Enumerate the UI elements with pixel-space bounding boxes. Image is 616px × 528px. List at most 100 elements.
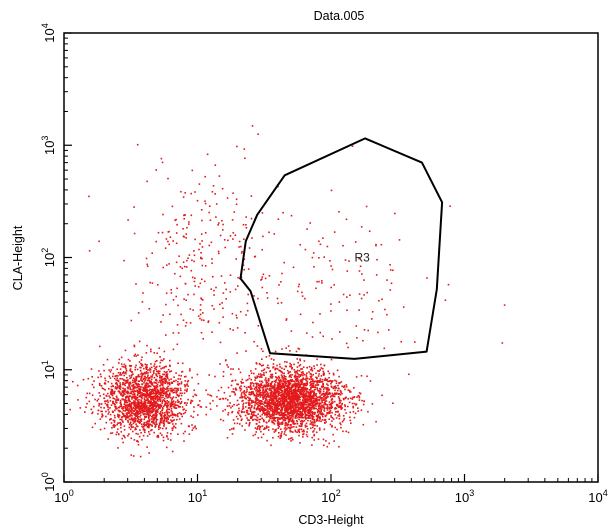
data-point: [189, 368, 191, 370]
data-point: [177, 362, 179, 364]
data-point: [114, 416, 116, 419]
data-point: [134, 403, 137, 406]
data-point: [295, 392, 297, 395]
data-point: [177, 381, 179, 383]
data-point: [91, 383, 94, 386]
data-point: [341, 392, 343, 395]
data-point: [161, 389, 164, 391]
data-point: [117, 375, 119, 377]
data-point: [223, 239, 226, 241]
data-point: [122, 413, 124, 415]
data-point: [281, 348, 283, 350]
data-point: [107, 392, 109, 395]
data-point: [246, 388, 248, 391]
gate-outline[interactable]: [239, 137, 444, 360]
data-point: [274, 397, 277, 400]
data-point: [301, 395, 303, 398]
data-point: [317, 396, 320, 399]
data-point: [156, 410, 159, 412]
data-point: [244, 406, 247, 408]
data-point: [118, 414, 121, 417]
data-point: [281, 395, 283, 398]
data-point: [258, 428, 261, 431]
data-point: [314, 397, 317, 400]
data-point: [153, 389, 156, 392]
data-point: [118, 406, 120, 409]
data-point: [313, 428, 316, 430]
data-point: [252, 400, 255, 402]
data-point: [267, 380, 270, 382]
data-point: [114, 377, 116, 380]
data-point: [287, 403, 289, 406]
data-point: [268, 419, 271, 421]
data-point: [170, 292, 173, 294]
data-point: [118, 386, 121, 388]
data-point: [176, 414, 179, 416]
data-point: [269, 392, 272, 394]
data-point: [188, 254, 191, 256]
data-point: [285, 318, 288, 320]
data-point: [327, 387, 329, 389]
data-point: [295, 410, 298, 412]
data-point: [306, 377, 309, 380]
data-point: [243, 393, 245, 395]
data-point: [121, 418, 123, 421]
data-point: [313, 392, 316, 394]
data-point: [135, 417, 137, 420]
data-point: [277, 389, 279, 391]
data-point: [162, 390, 164, 393]
data-point: [119, 386, 122, 388]
data-point: [282, 380, 285, 382]
data-point: [204, 232, 207, 234]
data-point: [283, 431, 286, 433]
data-point: [124, 366, 127, 369]
data-point: [134, 406, 137, 409]
data-point: [315, 407, 318, 410]
data-point: [129, 415, 131, 417]
data-point: [299, 398, 301, 401]
data-point: [154, 412, 157, 414]
data-point: [191, 424, 193, 426]
data-point: [262, 396, 264, 398]
data-point: [239, 389, 242, 392]
data-point: [255, 408, 258, 410]
data-point: [304, 415, 307, 418]
data-point: [288, 386, 291, 389]
data-point: [135, 415, 138, 418]
data-point: [88, 392, 91, 395]
data-point: [320, 411, 322, 413]
data-point: [122, 398, 125, 401]
data-point: [124, 415, 126, 418]
data-point: [131, 409, 134, 411]
data-point: [331, 386, 333, 388]
data-point: [317, 370, 319, 372]
data-point: [257, 391, 260, 393]
data-point: [86, 392, 88, 395]
data-point: [167, 240, 169, 243]
data-point: [339, 422, 341, 424]
data-point: [278, 403, 280, 406]
data-point: [128, 433, 130, 435]
data-point: [124, 389, 127, 392]
data-point: [191, 276, 194, 279]
data-point: [151, 389, 154, 391]
data-point: [312, 321, 314, 324]
data-point: [286, 423, 288, 425]
data-point: [131, 393, 134, 396]
data-point: [282, 415, 284, 417]
data-point: [146, 180, 148, 183]
data-point: [130, 454, 133, 456]
data-point: [237, 411, 239, 414]
data-point: [138, 390, 140, 393]
data-point: [278, 369, 281, 372]
data-point: [281, 416, 283, 419]
data-point: [201, 257, 203, 260]
data-point: [144, 415, 146, 418]
data-point: [166, 400, 168, 402]
data-point: [148, 419, 151, 422]
data-point: [322, 390, 325, 393]
data-point: [296, 399, 298, 401]
data-point: [186, 380, 189, 383]
data-point: [284, 389, 287, 392]
data-point: [325, 388, 328, 390]
